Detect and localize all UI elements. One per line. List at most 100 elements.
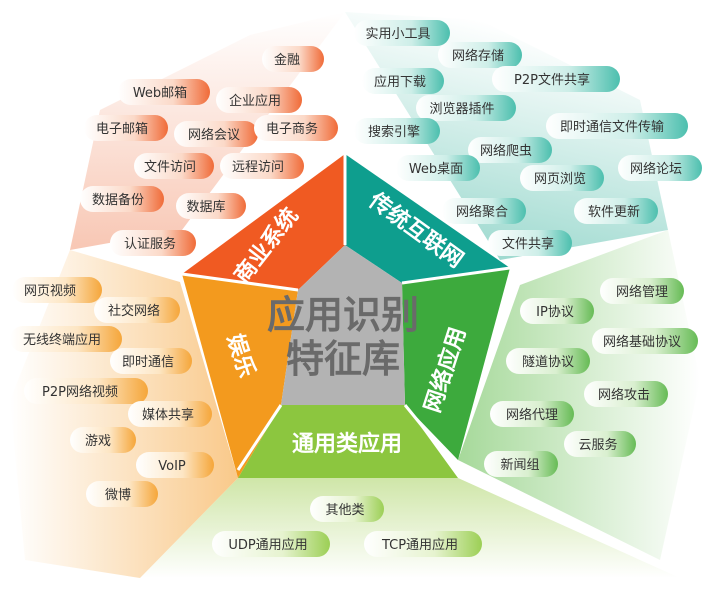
svg-text:网络攻击: 网络攻击 xyxy=(598,387,650,403)
svg-text:数据备份: 数据备份 xyxy=(92,192,144,208)
svg-text:P2P文件共享: P2P文件共享 xyxy=(514,72,590,88)
list-item: 媒体共享 xyxy=(128,401,212,427)
list-item: 文件共享 xyxy=(488,230,572,256)
list-item: 微博 xyxy=(86,481,158,507)
center-title-line2: 特征库 xyxy=(286,337,400,381)
list-item: 游戏 xyxy=(70,427,136,453)
list-item: TCP通用应用 xyxy=(364,531,482,557)
svg-text:微博: 微博 xyxy=(105,488,131,503)
business-items: 金融 Web邮箱 企业应用 电子邮箱 网络会议 电子商务 文件访问 远程访问 数… xyxy=(80,46,338,256)
segment-label-general: 通用类应用 xyxy=(292,431,402,457)
list-item: 企业应用 xyxy=(216,87,302,113)
list-item: 数据备份 xyxy=(80,186,164,212)
svg-text:云服务: 云服务 xyxy=(578,437,617,453)
internet-segment xyxy=(345,154,510,283)
svg-text:文件访问: 文件访问 xyxy=(144,160,196,175)
list-item: 网络管理 xyxy=(600,278,684,304)
list-item: 网络论坛 xyxy=(618,155,702,181)
general-items: 其他类 UDP通用应用 TCP通用应用 xyxy=(212,496,482,557)
list-item: P2P网络视频 xyxy=(24,378,148,404)
entertainment-segment xyxy=(182,274,298,478)
svg-text:即时通信: 即时通信 xyxy=(122,355,174,370)
svg-text:网页浏览: 网页浏览 xyxy=(534,171,586,187)
list-item: 搜索引擎 xyxy=(354,118,440,144)
list-item: 数据库 xyxy=(176,193,246,219)
list-item: 社交网络 xyxy=(94,297,180,323)
list-item: 云服务 xyxy=(564,431,636,457)
svg-text:网络管理: 网络管理 xyxy=(616,284,668,300)
list-item: 无线终端应用 xyxy=(10,326,122,352)
list-item: 网络攻击 xyxy=(584,381,668,407)
svg-text:应用下载: 应用下载 xyxy=(374,74,426,90)
network-region xyxy=(458,230,700,560)
list-item: 网页浏览 xyxy=(520,165,604,191)
list-item: 网络聚合 xyxy=(442,198,526,224)
list-item: 实用小工具 xyxy=(354,20,450,46)
svg-text:网络会议: 网络会议 xyxy=(188,127,240,143)
svg-text:网络爬虫: 网络爬虫 xyxy=(480,143,532,159)
svg-text:数据库: 数据库 xyxy=(186,199,225,215)
svg-text:企业应用: 企业应用 xyxy=(229,93,281,109)
svg-text:Web邮箱: Web邮箱 xyxy=(133,85,187,101)
list-item: Web桌面 xyxy=(396,155,480,181)
svg-text:网络代理: 网络代理 xyxy=(506,407,558,423)
list-item: 电子邮箱 xyxy=(84,115,168,141)
center-pentagon xyxy=(281,245,405,405)
svg-text:远程访问: 远程访问 xyxy=(232,160,284,175)
list-item: 网页视频 xyxy=(12,277,102,303)
svg-text:软件更新: 软件更新 xyxy=(588,204,640,220)
list-item: 网络代理 xyxy=(490,401,574,427)
list-item: 网络基础协议 xyxy=(592,328,698,354)
svg-text:VoIP: VoIP xyxy=(158,459,186,474)
svg-text:网络存储: 网络存储 xyxy=(452,48,504,64)
internet-items: 实用小工具 网络存储 应用下载 P2P文件共享 浏览器插件 搜索引擎 即时通信文… xyxy=(354,20,702,256)
list-item: 文件访问 xyxy=(134,153,214,179)
svg-text:浏览器插件: 浏览器插件 xyxy=(429,101,494,117)
svg-text:隧道协议: 隧道协议 xyxy=(522,354,574,370)
svg-text:电子邮箱: 电子邮箱 xyxy=(96,121,148,137)
list-item: 网络会议 xyxy=(174,121,258,147)
svg-text:Web桌面: Web桌面 xyxy=(409,162,463,177)
svg-text:TCP通用应用: TCP通用应用 xyxy=(381,537,458,553)
list-item: 浏览器插件 xyxy=(416,95,516,121)
list-item: 即时通信文件传输 xyxy=(546,113,688,139)
svg-text:游戏: 游戏 xyxy=(85,434,111,449)
svg-text:其他类: 其他类 xyxy=(325,503,364,518)
svg-text:无线终端应用: 无线终端应用 xyxy=(23,332,101,348)
list-item: 隧道协议 xyxy=(506,348,590,374)
list-item: 新闻组 xyxy=(484,451,558,477)
list-item: 其他类 xyxy=(310,496,384,522)
svg-text:电子商务: 电子商务 xyxy=(266,121,318,137)
general-segment xyxy=(238,405,458,478)
list-item: 远程访问 xyxy=(220,153,304,179)
network-items: IP协议 网络管理 网络基础协议 隧道协议 网络攻击 网络代理 云服务 新闻组 xyxy=(484,278,698,477)
list-item: 网络存储 xyxy=(438,42,522,68)
list-item: 软件更新 xyxy=(574,198,658,224)
svg-text:金融: 金融 xyxy=(274,52,300,68)
list-item: 认证服务 xyxy=(110,230,196,256)
list-item: 网络爬虫 xyxy=(468,137,552,163)
svg-text:实用小工具: 实用小工具 xyxy=(365,27,430,42)
list-item: VoIP xyxy=(136,452,214,478)
svg-text:UDP通用应用: UDP通用应用 xyxy=(228,537,307,553)
svg-text:搜索引擎: 搜索引擎 xyxy=(368,125,420,140)
business-segment xyxy=(182,154,345,290)
svg-text:文件共享: 文件共享 xyxy=(502,236,554,252)
list-item: P2P文件共享 xyxy=(492,66,620,92)
list-item: IP协议 xyxy=(520,298,594,324)
entertainment-items: 网页视频 社交网络 无线终端应用 即时通信 P2P网络视频 媒体共享 游戏 Vo… xyxy=(10,277,214,507)
svg-text:P2P网络视频: P2P网络视频 xyxy=(42,384,118,400)
svg-text:网络聚合: 网络聚合 xyxy=(456,204,508,220)
svg-text:社交网络: 社交网络 xyxy=(108,303,160,319)
network-segment xyxy=(402,268,510,460)
svg-text:网络论坛: 网络论坛 xyxy=(630,161,682,177)
list-item: 金融 xyxy=(262,46,324,72)
center-title-line1: 应用识别 xyxy=(267,293,419,337)
list-item: UDP通用应用 xyxy=(212,531,330,557)
svg-text:媒体共享: 媒体共享 xyxy=(142,407,194,423)
list-item: 即时通信 xyxy=(110,348,192,374)
list-item: 应用下载 xyxy=(362,68,444,94)
list-item: 电子商务 xyxy=(254,115,338,141)
svg-text:网络基础协议: 网络基础协议 xyxy=(603,334,681,350)
